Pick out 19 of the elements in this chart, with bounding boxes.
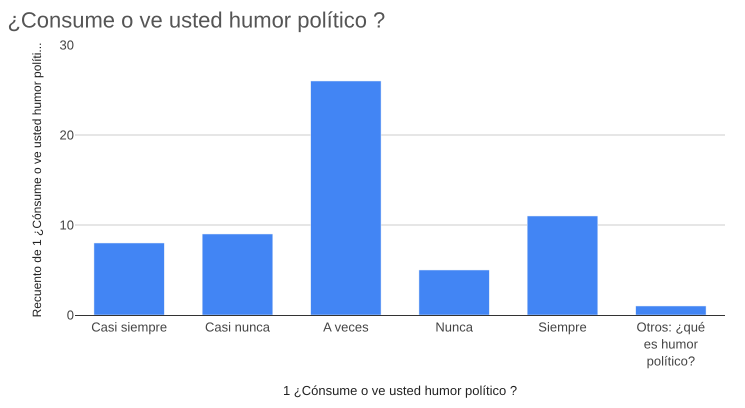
x-tick-label: Nunca — [435, 320, 474, 335]
bar — [635, 306, 706, 315]
y-axis-title: Recuento de 1 ¿Cónsume o ve usted humor políti... — [30, 42, 44, 318]
x-tick-label: Siempre — [538, 320, 587, 335]
x-axis-title: 1 ¿Cónsume o ve usted humor político ? — [282, 383, 518, 398]
y-tick-label: 0 — [66, 308, 74, 323]
x-tick-label: Casi nunca — [204, 320, 271, 335]
bar — [202, 234, 273, 315]
bar — [527, 216, 598, 315]
bar — [310, 80, 382, 315]
x-tick-label: Casi siempre — [91, 320, 168, 335]
chart-title: ¿Consume o ve usted humor político ? — [7, 8, 386, 33]
y-tick-label: 30 — [60, 38, 74, 53]
y-tick-label: 20 — [60, 128, 74, 143]
bar — [418, 270, 490, 315]
x-tick-label: Otros: ¿qué es humor político? — [636, 320, 706, 368]
bar — [94, 242, 165, 315]
y-tick-label: 10 — [60, 218, 74, 233]
x-tick-label: A veces — [323, 320, 370, 335]
